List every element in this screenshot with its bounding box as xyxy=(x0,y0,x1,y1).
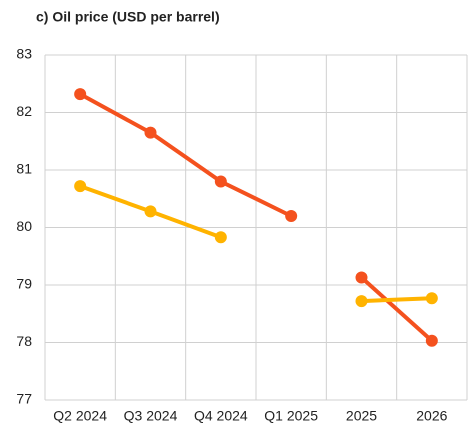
series-line xyxy=(361,296,432,304)
y-tick-label: 83 xyxy=(16,46,32,62)
point xyxy=(425,334,438,347)
y-tick-label: 82 xyxy=(16,103,32,119)
point xyxy=(425,292,438,305)
point xyxy=(144,126,157,139)
y-tick-label: 80 xyxy=(16,218,32,234)
x-tick-label: Q4 2024 xyxy=(194,408,248,424)
point xyxy=(285,210,298,222)
point xyxy=(144,205,157,218)
point xyxy=(74,180,87,193)
chart-title: c) Oil price (USD per barrel) xyxy=(36,9,220,25)
series-line xyxy=(360,276,434,343)
x-tick-label: Q2 2024 xyxy=(53,408,107,424)
x-tick-label: 2026 xyxy=(416,408,447,424)
x-tick-label: Q3 2024 xyxy=(124,408,178,424)
y-tick-label: 77 xyxy=(16,391,32,407)
y-tick-label: 78 xyxy=(16,333,32,349)
y-tick-label: 81 xyxy=(16,161,32,177)
x-tick-label: 2025 xyxy=(346,408,377,424)
x-tick-label: Q1 2025 xyxy=(264,408,318,424)
y-tick-label: 79 xyxy=(16,276,32,292)
point xyxy=(355,271,368,284)
point xyxy=(355,295,368,308)
series-line xyxy=(79,92,293,218)
point xyxy=(214,231,227,244)
point xyxy=(214,175,227,188)
point xyxy=(74,88,87,101)
